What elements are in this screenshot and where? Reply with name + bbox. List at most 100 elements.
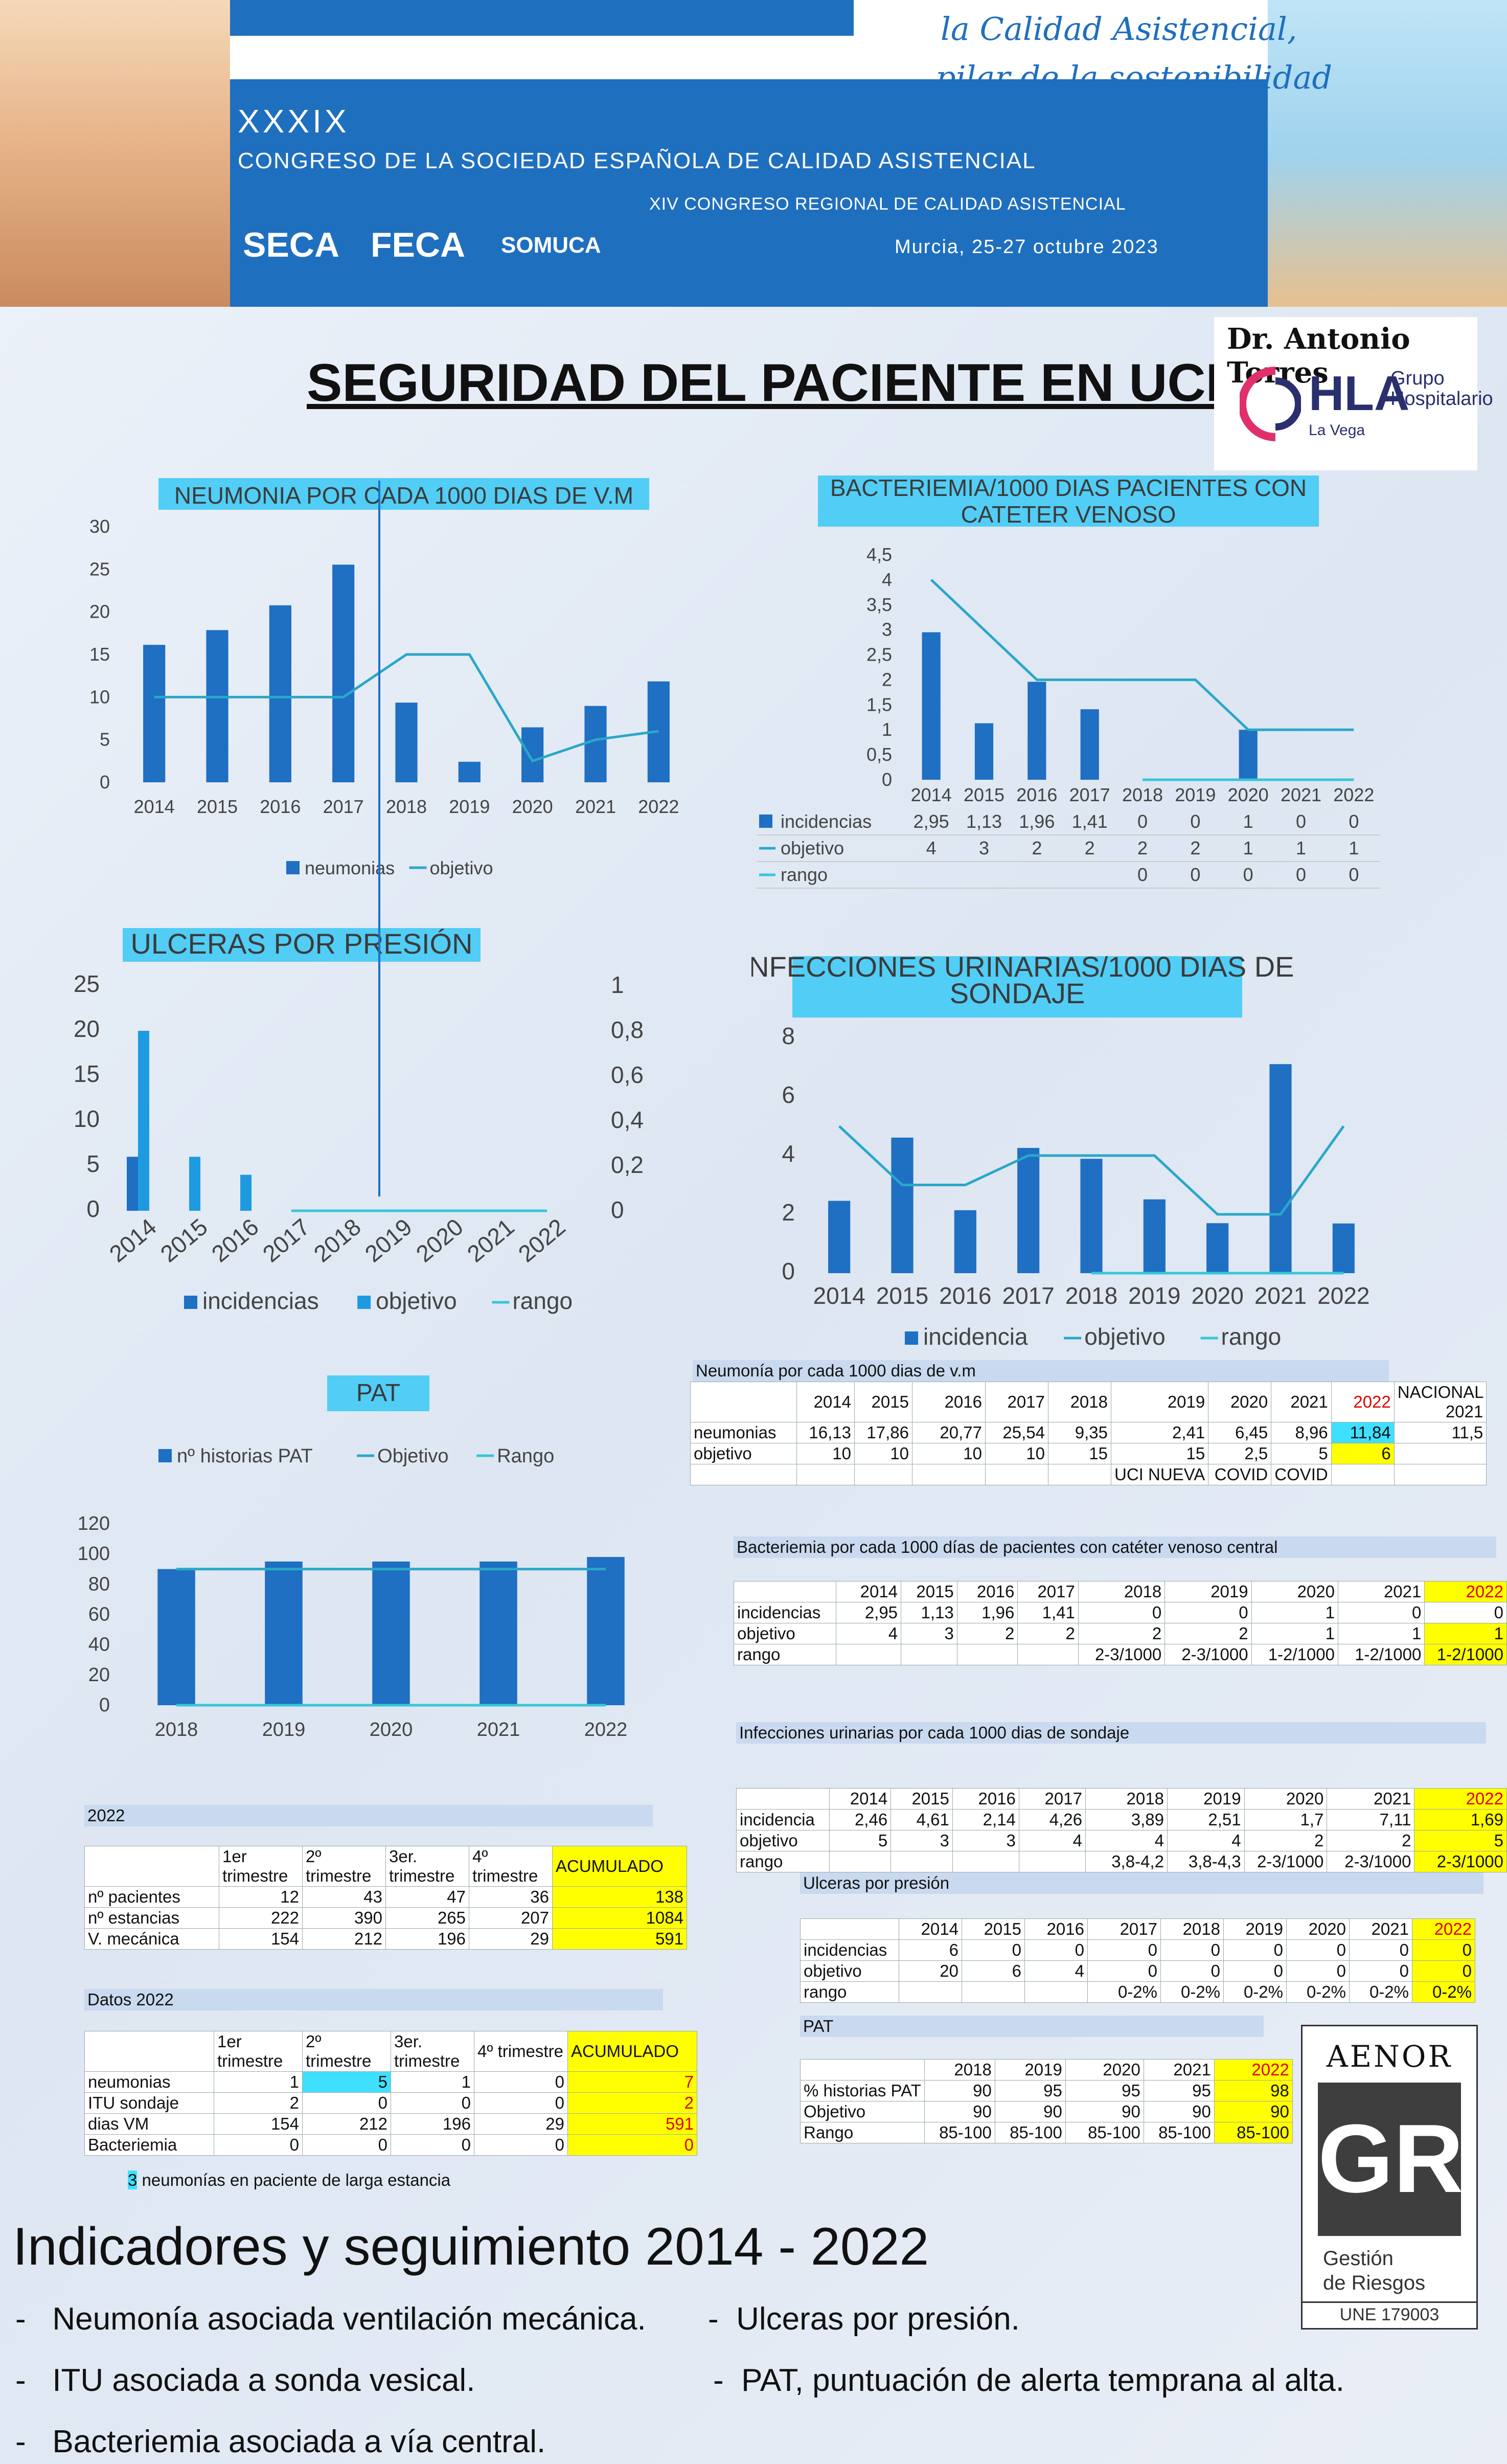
table-cell: 4 (1085, 1830, 1168, 1851)
table-cell: 1 (1337, 1623, 1425, 1644)
y-tick-label: 5 (100, 729, 110, 750)
page-title: SEGURIDAD DEL PACIENTE EN UCI (307, 353, 1221, 413)
y-tick-label: 30 (89, 516, 110, 537)
table-cell: 0 (474, 2134, 568, 2156)
legend-label: Objetivo (377, 1445, 448, 1467)
table-caption-ulceras: Ulceras por presión (800, 1872, 1483, 1894)
congress-title: CONGRESO DE LA SOCIEDAD ESPAÑOLA DE CALI… (238, 148, 1036, 173)
table-cell: 90 (994, 2101, 1066, 2122)
x-tick-label: 2016 (939, 1282, 991, 1309)
x-tick-label: 2015 (876, 1282, 928, 1309)
table-cell: 5 (1271, 1443, 1332, 1464)
column-header: 2018 (1160, 1918, 1224, 1940)
hla-logo: Dr. Antonio Torres HLA Grupo Hospitalari… (1214, 317, 1493, 470)
table-cell: 1-2/1000 (1251, 1644, 1338, 1665)
table-cell: 2 (1327, 1830, 1415, 1851)
data-label: 4 (926, 838, 937, 858)
hla-logo-mark (1240, 367, 1301, 441)
table-row: Bacteriemia 0 0 0 0 0 (84, 2134, 697, 2156)
table-cell: 2-3/1000 (1327, 1851, 1415, 1872)
legend-swatch (184, 1296, 197, 1309)
table-cell: 10 (912, 1443, 986, 1464)
table-cell: 207 (469, 1907, 553, 1929)
table-cell: 0 (1164, 1602, 1252, 1623)
legend-swatch (286, 861, 300, 874)
table-cell (890, 1851, 953, 1872)
table-cell: 0-2% (1223, 1981, 1287, 2003)
table-cell: 1 (1251, 1623, 1338, 1644)
congress-number: XXXIX (238, 103, 350, 140)
row-label: V. mecánica (84, 1928, 219, 1950)
table-row: objetivo 5 3 3 4 4 4 2 2 5 (736, 1830, 1507, 1851)
chart-title-box (158, 478, 649, 510)
x-tick-label: 2018 (309, 1213, 366, 1268)
table-cell: 11,5 (1394, 1422, 1487, 1443)
table-cell: 212 (302, 2113, 391, 2135)
table-cell: 36 (469, 1886, 553, 1908)
doctor-name: Dr. Antonio Torres (1227, 322, 1410, 390)
column-header: 2016 (912, 1382, 986, 1422)
column-header: 2022 (1414, 1788, 1507, 1810)
table-cell (1018, 1851, 1086, 1872)
x-tick-label: 2019 (449, 796, 490, 817)
table-row: rango 2-3/1000 2-3/1000 1-2/1000 1-2/1000 1-2… (734, 1644, 1507, 1665)
row-label: objetivo (736, 1830, 830, 1851)
header-banner: la Calidad Asistencial, pilar de la sost… (0, 0, 1507, 307)
column-header: 2020 (1065, 2059, 1144, 2081)
data-label: 0 (1349, 811, 1359, 832)
column-header: 2017 (1017, 1581, 1079, 1602)
table-cell: 3,89 (1085, 1809, 1168, 1830)
banner-stripe (230, 0, 854, 36)
row-label: objetivo (690, 1443, 797, 1464)
data-label: 1 (1349, 838, 1359, 858)
table-cell: 2-3/1000 (1414, 1851, 1507, 1872)
chart-title: BACTERIEMIA/1000 DIAS PACIENTES CON (830, 476, 1307, 501)
column-header: 2019 (1223, 1918, 1287, 1940)
legend-label: rango (512, 1287, 573, 1314)
x-tick-label: 2018 (1122, 784, 1163, 805)
table-cell: 1,7 (1244, 1809, 1328, 1830)
table-cell (901, 1644, 957, 1665)
bullet-item: - PAT, puntuación de alerta temprana al … (713, 2363, 1344, 2398)
table-header-row: 1er trimestre 2º trimestre 3er. trimestre 4… (84, 1846, 687, 1887)
table-cell: 47 (385, 1886, 469, 1908)
chart-ulceras: ULCERAS POR PRESIÓN 0 5 10 15 20 25 0 0,2 0,4 0,6 0… (74, 928, 644, 1314)
y-tick-label: 80 (88, 1573, 110, 1595)
divider-line (378, 481, 380, 1196)
table-cell: 0-2% (1286, 1981, 1350, 2003)
table-row: incidencias 2,95 1,13 1,96 1,41 0 0 1 0 0 (734, 1602, 1507, 1623)
y-tick-label: 20 (89, 601, 110, 622)
bar-objetivo (189, 1157, 200, 1211)
x-tick-label: 2021 (575, 796, 616, 817)
data-label: 1,96 (1019, 811, 1055, 832)
x-tick-label: 2014 (104, 1213, 162, 1268)
bullet-item: - Ulceras por presión. (708, 2301, 1020, 2337)
data-label: 2 (1085, 838, 1095, 858)
table-row: incidencias 6 0 0 0 0 0 0 0 0 (800, 1939, 1475, 1961)
bar-incidencias (1080, 709, 1099, 780)
bar-incidencias (127, 1157, 138, 1211)
table-caption-neumonia: Neumonía por cada 1000 dias de v.m (693, 1360, 1389, 1382)
data-label: 0 (1190, 811, 1200, 832)
table-cell (1331, 1464, 1395, 1485)
x-tick-label: 2017 (1002, 1282, 1054, 1309)
x-tick-label: 2022 (1317, 1282, 1369, 1309)
table-caption-datos2022: Datos 2022 (84, 1989, 663, 2010)
table-cell: 0 (1160, 1939, 1224, 1961)
column-header (690, 1382, 797, 1422)
table-cell: 16,13 (796, 1422, 855, 1443)
table-caption-itu: Infecciones urinarias por cada 1000 dias… (736, 1722, 1486, 1744)
column-header: NACIONAL 2021 (1394, 1382, 1487, 1422)
table-row: dias VM 154 212 196 29 591 (84, 2113, 697, 2135)
table-row: nº pacientes 12 43 47 36 138 (84, 1886, 687, 1908)
x-tick-label: 2020 (1228, 784, 1269, 805)
table-cell: 29 (469, 1928, 553, 1950)
column-header: 2021 (1327, 1788, 1415, 1810)
somuca-logo: SOMUCA (501, 233, 601, 258)
column-header: 2014 (835, 1581, 902, 1602)
table-header-row: 1er trimestre 2º trimestre 3er. trimestre 4… (84, 2031, 697, 2072)
table-cell (952, 1851, 1019, 1872)
column-header: 2021 (1271, 1382, 1332, 1422)
table-cell: 3 (890, 1830, 953, 1851)
legend-label: incidencias (781, 811, 872, 832)
